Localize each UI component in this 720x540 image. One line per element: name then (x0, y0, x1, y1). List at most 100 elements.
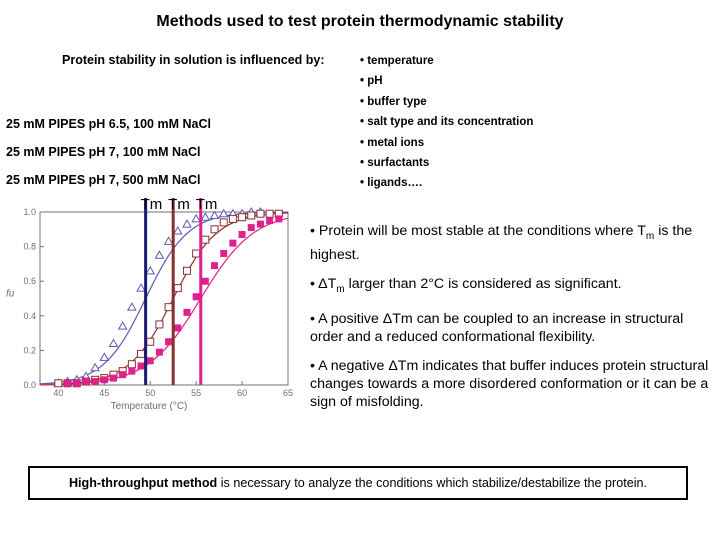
x-tick-label: 50 (145, 388, 155, 398)
y-tick-label: 0.0 (23, 380, 36, 390)
data-point (117, 321, 128, 330)
factor-item: • salt type and its concentration (360, 116, 534, 128)
data-point (174, 324, 182, 332)
chart-curves (39, 211, 289, 386)
tm-label: Tm (196, 196, 218, 213)
data-point (201, 277, 209, 285)
data-point (200, 212, 211, 221)
data-point (126, 302, 137, 311)
x-tick-label: 65 (283, 388, 293, 398)
data-point (164, 303, 173, 312)
data-point (109, 374, 117, 382)
fit-curve (39, 217, 289, 386)
plot-area-border (39, 211, 289, 386)
condition-label: 25 mM PIPES pH 7, 500 mM NaCl (6, 173, 201, 187)
data-point (146, 337, 155, 346)
factor-item: • pH (360, 75, 383, 87)
bullet-list: • Protein will be most stable at the con… (310, 222, 710, 422)
data-point (173, 284, 182, 293)
data-point (209, 210, 220, 219)
melting-curve-chart: 0.0 0.2 0.4 0.6 0.8 1.0 40 45 50 55 60 65 Temperatur… (6, 196, 293, 412)
y-tick-label: 0.6 (23, 276, 36, 286)
data-point (128, 367, 136, 375)
data-point (54, 379, 63, 388)
data-point (108, 338, 119, 347)
fit-curve (39, 212, 289, 386)
factor-item: • ligands…. (360, 177, 423, 189)
data-point (247, 224, 255, 232)
data-point (182, 219, 192, 228)
data-point (163, 236, 174, 245)
data-point (191, 213, 202, 223)
data-point (165, 338, 173, 346)
footer-bold: High-throughput method (68, 476, 218, 490)
data-point (154, 250, 165, 259)
page-title: Methods used to test protein thermodynam… (156, 13, 564, 30)
data-point (220, 250, 228, 258)
data-point (275, 215, 283, 223)
data-point (64, 379, 72, 387)
data-point (192, 249, 201, 258)
data-point (146, 357, 154, 365)
y-tick-label: 0.8 (23, 242, 36, 252)
data-point (192, 293, 200, 301)
data-point (91, 378, 99, 386)
condition-label: 25 mM PIPES pH 6.5, 100 mM NaCl (6, 117, 211, 131)
data-point (119, 371, 127, 379)
factor-item: • metal ions (360, 137, 425, 149)
bullet-1: • Protein will be most stable at the con… (310, 223, 693, 263)
data-point (127, 360, 136, 369)
data-point (219, 218, 228, 227)
intro-text: Protein stability in solution is influen… (62, 53, 325, 67)
x-tick-label: 60 (237, 388, 247, 398)
y-tick-label: 0.2 (23, 345, 36, 355)
y-tick-label: 1.0 (23, 207, 36, 217)
data-point (247, 211, 256, 220)
data-point (100, 376, 108, 384)
data-point (137, 362, 145, 370)
data-point (172, 226, 183, 235)
tm-label: Tm (141, 196, 163, 213)
data-point (183, 308, 191, 316)
data-point (218, 208, 229, 218)
data-point (256, 220, 264, 228)
data-point (256, 209, 265, 218)
data-point (238, 213, 247, 222)
factor-item: • temperature (360, 55, 434, 67)
data-point (266, 217, 274, 225)
data-point (210, 225, 219, 234)
footer-text: is necessary to analyze the conditions w… (217, 476, 648, 490)
data-point (136, 283, 146, 292)
chart-frame: 0.0 0.2 0.4 0.6 0.8 1.0 40 45 50 55 60 65 Temperatur… (6, 207, 293, 412)
data-point (238, 230, 246, 238)
data-point (265, 209, 274, 218)
y-axis-label: fu (6, 289, 15, 300)
bullet-2: • ΔTm larger than 2°C is considered as s… (310, 275, 622, 295)
condition-label: 25 mM PIPES pH 7, 100 mM NaCl (6, 145, 201, 159)
x-tick-label: 40 (53, 388, 63, 398)
data-point (73, 379, 81, 387)
y-tick-label: 0.4 (23, 311, 36, 321)
data-point (155, 320, 164, 329)
data-point (229, 239, 237, 247)
data-point (228, 214, 237, 223)
footer-box: High-throughput method is necessary to a… (28, 466, 688, 500)
data-point (211, 262, 219, 270)
bullet-4: • A negative ΔTm indicates that buffer i… (310, 357, 709, 410)
bullet-3: • A positive ΔTm can be coupled to an in… (310, 310, 684, 345)
x-axis-label: Temperature (°C) (111, 401, 188, 412)
data-point (201, 235, 210, 244)
tm-label: Tm (168, 196, 190, 213)
tm-lines: Tm Tm Tm (141, 196, 218, 385)
factor-item: • surfactants (360, 157, 430, 169)
data-point (90, 362, 100, 372)
data-point (99, 352, 110, 361)
data-point (137, 349, 146, 358)
chart-markers (53, 206, 283, 388)
data-point (155, 348, 163, 356)
data-point (82, 378, 90, 386)
factor-item: • buffer type (360, 96, 427, 108)
x-tick-label: 55 (191, 388, 201, 398)
data-point (182, 266, 191, 275)
fit-curve (39, 211, 288, 385)
